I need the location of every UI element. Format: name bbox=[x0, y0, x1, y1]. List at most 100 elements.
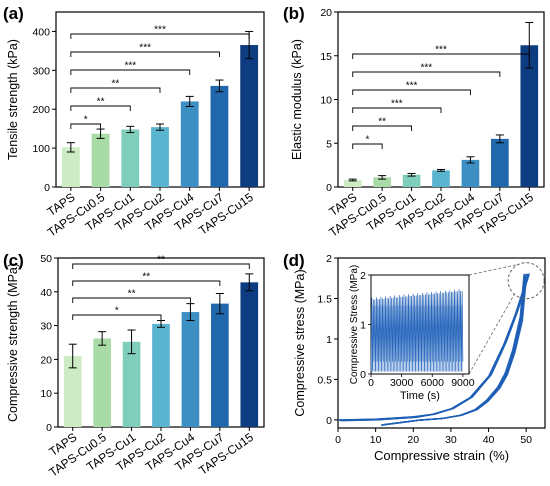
y-tick-label: 30 bbox=[40, 321, 52, 333]
y-tick-label: 50 bbox=[40, 253, 52, 265]
x-tick-label: 20 bbox=[407, 434, 419, 446]
significance-label: *** bbox=[420, 63, 432, 74]
y-tick-label: 10 bbox=[40, 388, 52, 400]
significance-label: ** bbox=[157, 255, 165, 266]
y-tick-label: 1 bbox=[326, 334, 332, 346]
y-axis-label: Elastic modulus (kPa) bbox=[290, 39, 304, 160]
panel-label: (b) bbox=[283, 4, 305, 23]
y-tick-label: 0 bbox=[44, 182, 50, 194]
significance-label: ** bbox=[128, 289, 136, 300]
bar bbox=[180, 101, 199, 187]
significance-label: ** bbox=[97, 97, 105, 108]
panel-c: 01020304050TAPSTAPS-Cu0.5TAPS-Cu1TAPS-Cu… bbox=[3, 251, 265, 480]
panel-label: (a) bbox=[3, 4, 24, 23]
y-axis-label: Compressive stress (MPa) bbox=[293, 269, 307, 416]
y-tick-label: 0 bbox=[326, 415, 332, 427]
significance-label: ** bbox=[112, 79, 120, 90]
panel-label: (c) bbox=[3, 251, 24, 270]
y-tick-label: 300 bbox=[32, 65, 50, 77]
significance-bracket bbox=[352, 71, 501, 77]
significance-label: * bbox=[365, 135, 369, 146]
zoom-connector bbox=[468, 294, 515, 375]
significance-bracket bbox=[72, 263, 250, 269]
inset-x-tick-label: 3000 bbox=[390, 377, 414, 389]
bar bbox=[121, 129, 140, 187]
significance-bracket bbox=[70, 87, 161, 93]
y-axis-label: Compressive strength (MPa) bbox=[6, 263, 20, 422]
bar bbox=[151, 127, 169, 187]
bar bbox=[152, 323, 170, 427]
y-tick-label: 0 bbox=[46, 422, 52, 434]
bar bbox=[373, 177, 391, 187]
bar bbox=[461, 159, 480, 187]
y-tick-label: 200 bbox=[32, 104, 50, 116]
inset-y-tick-label: 0 bbox=[360, 369, 366, 381]
y-tick-label: 1.5 bbox=[317, 293, 332, 305]
bar bbox=[520, 45, 539, 187]
significance-bracket bbox=[72, 297, 191, 303]
inset-x-label: Time (s) bbox=[400, 390, 440, 402]
significance-label: ** bbox=[142, 272, 150, 283]
bar bbox=[93, 338, 111, 427]
significance-label: *** bbox=[391, 99, 403, 110]
significance-bracket bbox=[70, 69, 191, 75]
y-tick-label: 0.5 bbox=[317, 374, 332, 386]
inset-fill bbox=[371, 305, 463, 372]
bar bbox=[402, 174, 421, 187]
significance-bracket bbox=[352, 143, 383, 149]
y-tick-label: 40 bbox=[40, 287, 52, 299]
bar bbox=[343, 180, 362, 187]
bar bbox=[63, 356, 82, 427]
bar bbox=[61, 147, 80, 187]
significance-bracket bbox=[70, 33, 250, 39]
panel-label: (d) bbox=[283, 251, 305, 270]
significance-label: *** bbox=[154, 25, 166, 36]
significance-bracket bbox=[352, 125, 413, 131]
x-tick-label: 0 bbox=[335, 434, 341, 446]
significance-label: * bbox=[84, 115, 88, 126]
y-tick-label: 20 bbox=[40, 354, 52, 366]
significance-label: *** bbox=[139, 43, 151, 54]
significance-bracket bbox=[70, 123, 102, 129]
y-tick-label: 15 bbox=[320, 51, 332, 63]
x-tick-label: 50 bbox=[520, 434, 532, 446]
y-tick-label: 400 bbox=[32, 26, 50, 38]
significance-bracket bbox=[352, 89, 471, 95]
x-tick-label: 10 bbox=[370, 434, 382, 446]
significance-bracket bbox=[352, 107, 442, 113]
inset-signal bbox=[370, 289, 464, 372]
plot-frame bbox=[337, 257, 546, 429]
y-axis-label: Tensile strength (kPa) bbox=[6, 39, 20, 160]
y-tick-label: 2 bbox=[326, 253, 332, 265]
x-tick-label: 40 bbox=[483, 434, 495, 446]
bar bbox=[181, 312, 200, 427]
y-tick-label: 10 bbox=[320, 95, 332, 107]
significance-label: *** bbox=[124, 61, 136, 72]
inset-x-tick-label: 9000 bbox=[451, 377, 475, 389]
inset-x-tick-label: 6000 bbox=[421, 377, 445, 389]
significance-label: * bbox=[115, 306, 119, 317]
inset-y-tick-label: 1 bbox=[360, 320, 366, 332]
y-tick-label: 100 bbox=[32, 143, 50, 155]
bar bbox=[491, 138, 509, 187]
bar bbox=[210, 85, 229, 187]
panel-b: 05101520TAPSTAPS-Cu0.5TAPS-Cu1TAPS-Cu2TA… bbox=[283, 4, 545, 240]
bar bbox=[240, 45, 259, 187]
bar bbox=[211, 303, 229, 427]
bar bbox=[91, 133, 110, 187]
inset-x-tick-label: 0 bbox=[368, 377, 374, 389]
plot-frame bbox=[337, 11, 545, 188]
zoom-circle bbox=[507, 262, 545, 300]
y-tick-label: 0 bbox=[326, 182, 332, 194]
significance-bracket bbox=[72, 280, 221, 286]
panel-d: 00.511.520 10 20 30 40 500 3000 6000 9000012Time… bbox=[283, 251, 546, 463]
y-tick-label: 20 bbox=[320, 7, 332, 19]
panel-a: 0100200300400TAPSTAPS-Cu0.5TAPS-Cu1TAPS-… bbox=[3, 4, 265, 240]
significance-bracket bbox=[70, 105, 131, 111]
inset-y-tick-label: 2 bbox=[360, 270, 366, 282]
significance-bracket bbox=[72, 314, 162, 320]
x-tick-label: 30 bbox=[445, 434, 457, 446]
bar bbox=[122, 341, 141, 427]
significance-label: ** bbox=[378, 117, 386, 128]
